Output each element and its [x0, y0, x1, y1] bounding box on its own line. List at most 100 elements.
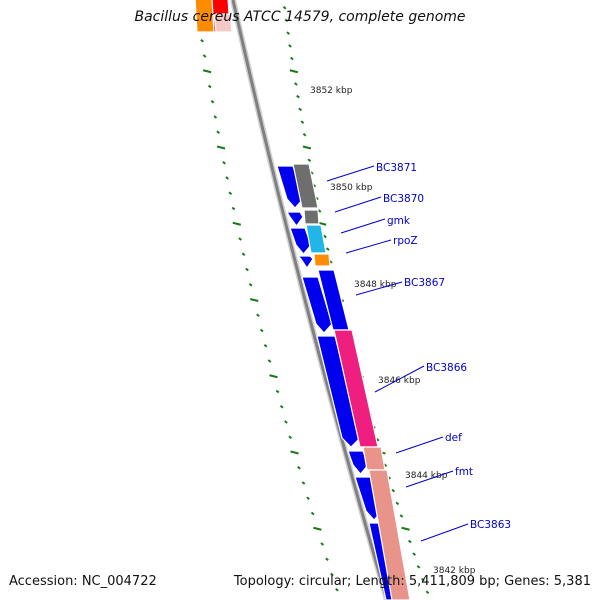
outer-tick-mark: [330, 572, 334, 577]
kbp-label: 3848 kbp: [354, 280, 397, 290]
outer-tick-mark: [232, 221, 242, 226]
inner-tick-mark: [399, 514, 404, 518]
cog-salmon-b: [368, 469, 411, 600]
outer-tick-mark: [259, 328, 264, 333]
gene-label[interactable]: BC3867: [404, 277, 445, 289]
outer-tick-mark: [263, 343, 268, 348]
kbp-label: 3846 kbp: [378, 376, 421, 386]
kbp-label: 3842 kbp: [433, 566, 476, 576]
inner-tick-mark: [325, 247, 330, 251]
outer-tick-mark: [200, 38, 204, 43]
inner-tick-mark: [307, 158, 312, 162]
outer-tick-mark: [238, 237, 242, 241]
outer-tick-mark: [216, 130, 220, 135]
leader-line: [326, 165, 375, 182]
inner-tick-mark: [317, 209, 322, 213]
leader-line: [334, 196, 382, 213]
inner-tick-mark: [290, 56, 294, 61]
outer-tick-mark: [301, 481, 306, 485]
gene-label[interactable]: gmk: [387, 215, 411, 227]
cds-bc3870: [285, 211, 304, 228]
gene-label[interactable]: BC3866: [426, 362, 467, 374]
genome-backbone: [230, 0, 390, 600]
cog-orange: [313, 253, 331, 267]
inner-tick-mark: [296, 94, 300, 99]
outer-tick-mark: [269, 374, 278, 379]
leader-line: [355, 281, 403, 296]
inner-tick-mark: [300, 120, 305, 124]
outer-tick-mark: [202, 54, 207, 58]
label-leader-lines: [326, 165, 469, 542]
accession-text: Accession: NC_004722: [9, 574, 157, 589]
outer-tick-mark: [275, 389, 280, 394]
inner-tick-mark: [425, 590, 430, 595]
inner-tick-mark: [282, 5, 287, 10]
outer-tick-mark: [241, 252, 246, 257]
inner-tick-mark: [395, 501, 400, 506]
outer-tick-mark: [231, 206, 236, 211]
cds-bc3866: [316, 335, 361, 448]
genome-summary-text: Topology: circular; Length: 5,411,809 bp…: [233, 574, 591, 589]
gene-features: [194, 0, 411, 600]
leader-line: [374, 365, 425, 393]
leader-line: [395, 436, 444, 454]
inner-tick-mark: [298, 107, 302, 112]
cog-gray-b: [303, 209, 320, 225]
gene-label[interactable]: rpoZ: [393, 235, 418, 247]
inner-tick-mark: [289, 69, 299, 74]
outer-tick-mark: [313, 526, 322, 531]
outer-tick-mark: [216, 145, 226, 150]
gene-label[interactable]: def: [445, 432, 462, 444]
cds-bc3871: [276, 165, 304, 209]
outer-tick-mark: [228, 191, 233, 196]
outer-tick-mark: [256, 313, 260, 318]
leader-line: [345, 239, 392, 254]
cog-salmon-a: [362, 446, 386, 471]
cog-gray-a: [292, 163, 319, 209]
outer-tick-mark: [250, 298, 259, 302]
inner-tick-mark: [401, 526, 410, 531]
cog-cyan: [305, 224, 327, 254]
inner-tick-mark: [408, 539, 412, 544]
inner-tick-mark: [416, 565, 421, 569]
outer-tick-mark: [310, 511, 315, 516]
map-title: Bacillus cereus ATCC 14579, complete gen…: [134, 9, 466, 25]
cds-rpoz: [296, 255, 314, 270]
inner-tick-mark: [288, 44, 292, 48]
feature-light: [213, 13, 233, 33]
inner-tick-mark: [302, 145, 312, 150]
gene-label[interactable]: BC3871: [376, 162, 417, 174]
outer-tick-mark: [245, 267, 249, 272]
inner-tick-mark: [286, 31, 290, 35]
cds-bc3867: [301, 276, 333, 334]
backbone-line: [231, 0, 389, 600]
inner-tick-mark: [391, 488, 396, 493]
kbp-label: 3852 kbp: [310, 86, 353, 96]
kbp-label: 3850 kbp: [330, 183, 373, 193]
outer-tick-mark: [202, 69, 212, 74]
outer-tick-mark: [248, 282, 253, 287]
inner-tick-mark: [317, 221, 327, 226]
kbp-label: 3844 kbp: [405, 471, 448, 481]
cds-gmk: [289, 227, 312, 255]
gene-label[interactable]: BC3870: [383, 193, 424, 205]
feature-labels: 3852 kbp 3850 kbp 3848 kbp 3846 kbp 3844…: [310, 86, 511, 576]
outer-tick-mark: [284, 420, 288, 424]
gene-label[interactable]: fmt: [455, 466, 473, 478]
outer-tick-mark: [267, 359, 272, 363]
outer-tick-mark: [210, 99, 215, 104]
outer-tick-mark: [306, 496, 310, 501]
outer-tick-mark: [213, 115, 218, 119]
outer-tick-mark: [297, 465, 301, 470]
leader-line: [340, 218, 386, 234]
cds-def: [347, 450, 369, 475]
outer-tick-mark: [325, 557, 329, 562]
outer-tick-mark: [279, 404, 284, 409]
inner-tick-mark: [412, 552, 416, 556]
outer-tick-mark: [207, 84, 212, 89]
outer-tick-mark: [222, 160, 226, 165]
outer-tick-mark: [290, 450, 299, 455]
gene-label[interactable]: BC3863: [470, 519, 511, 531]
